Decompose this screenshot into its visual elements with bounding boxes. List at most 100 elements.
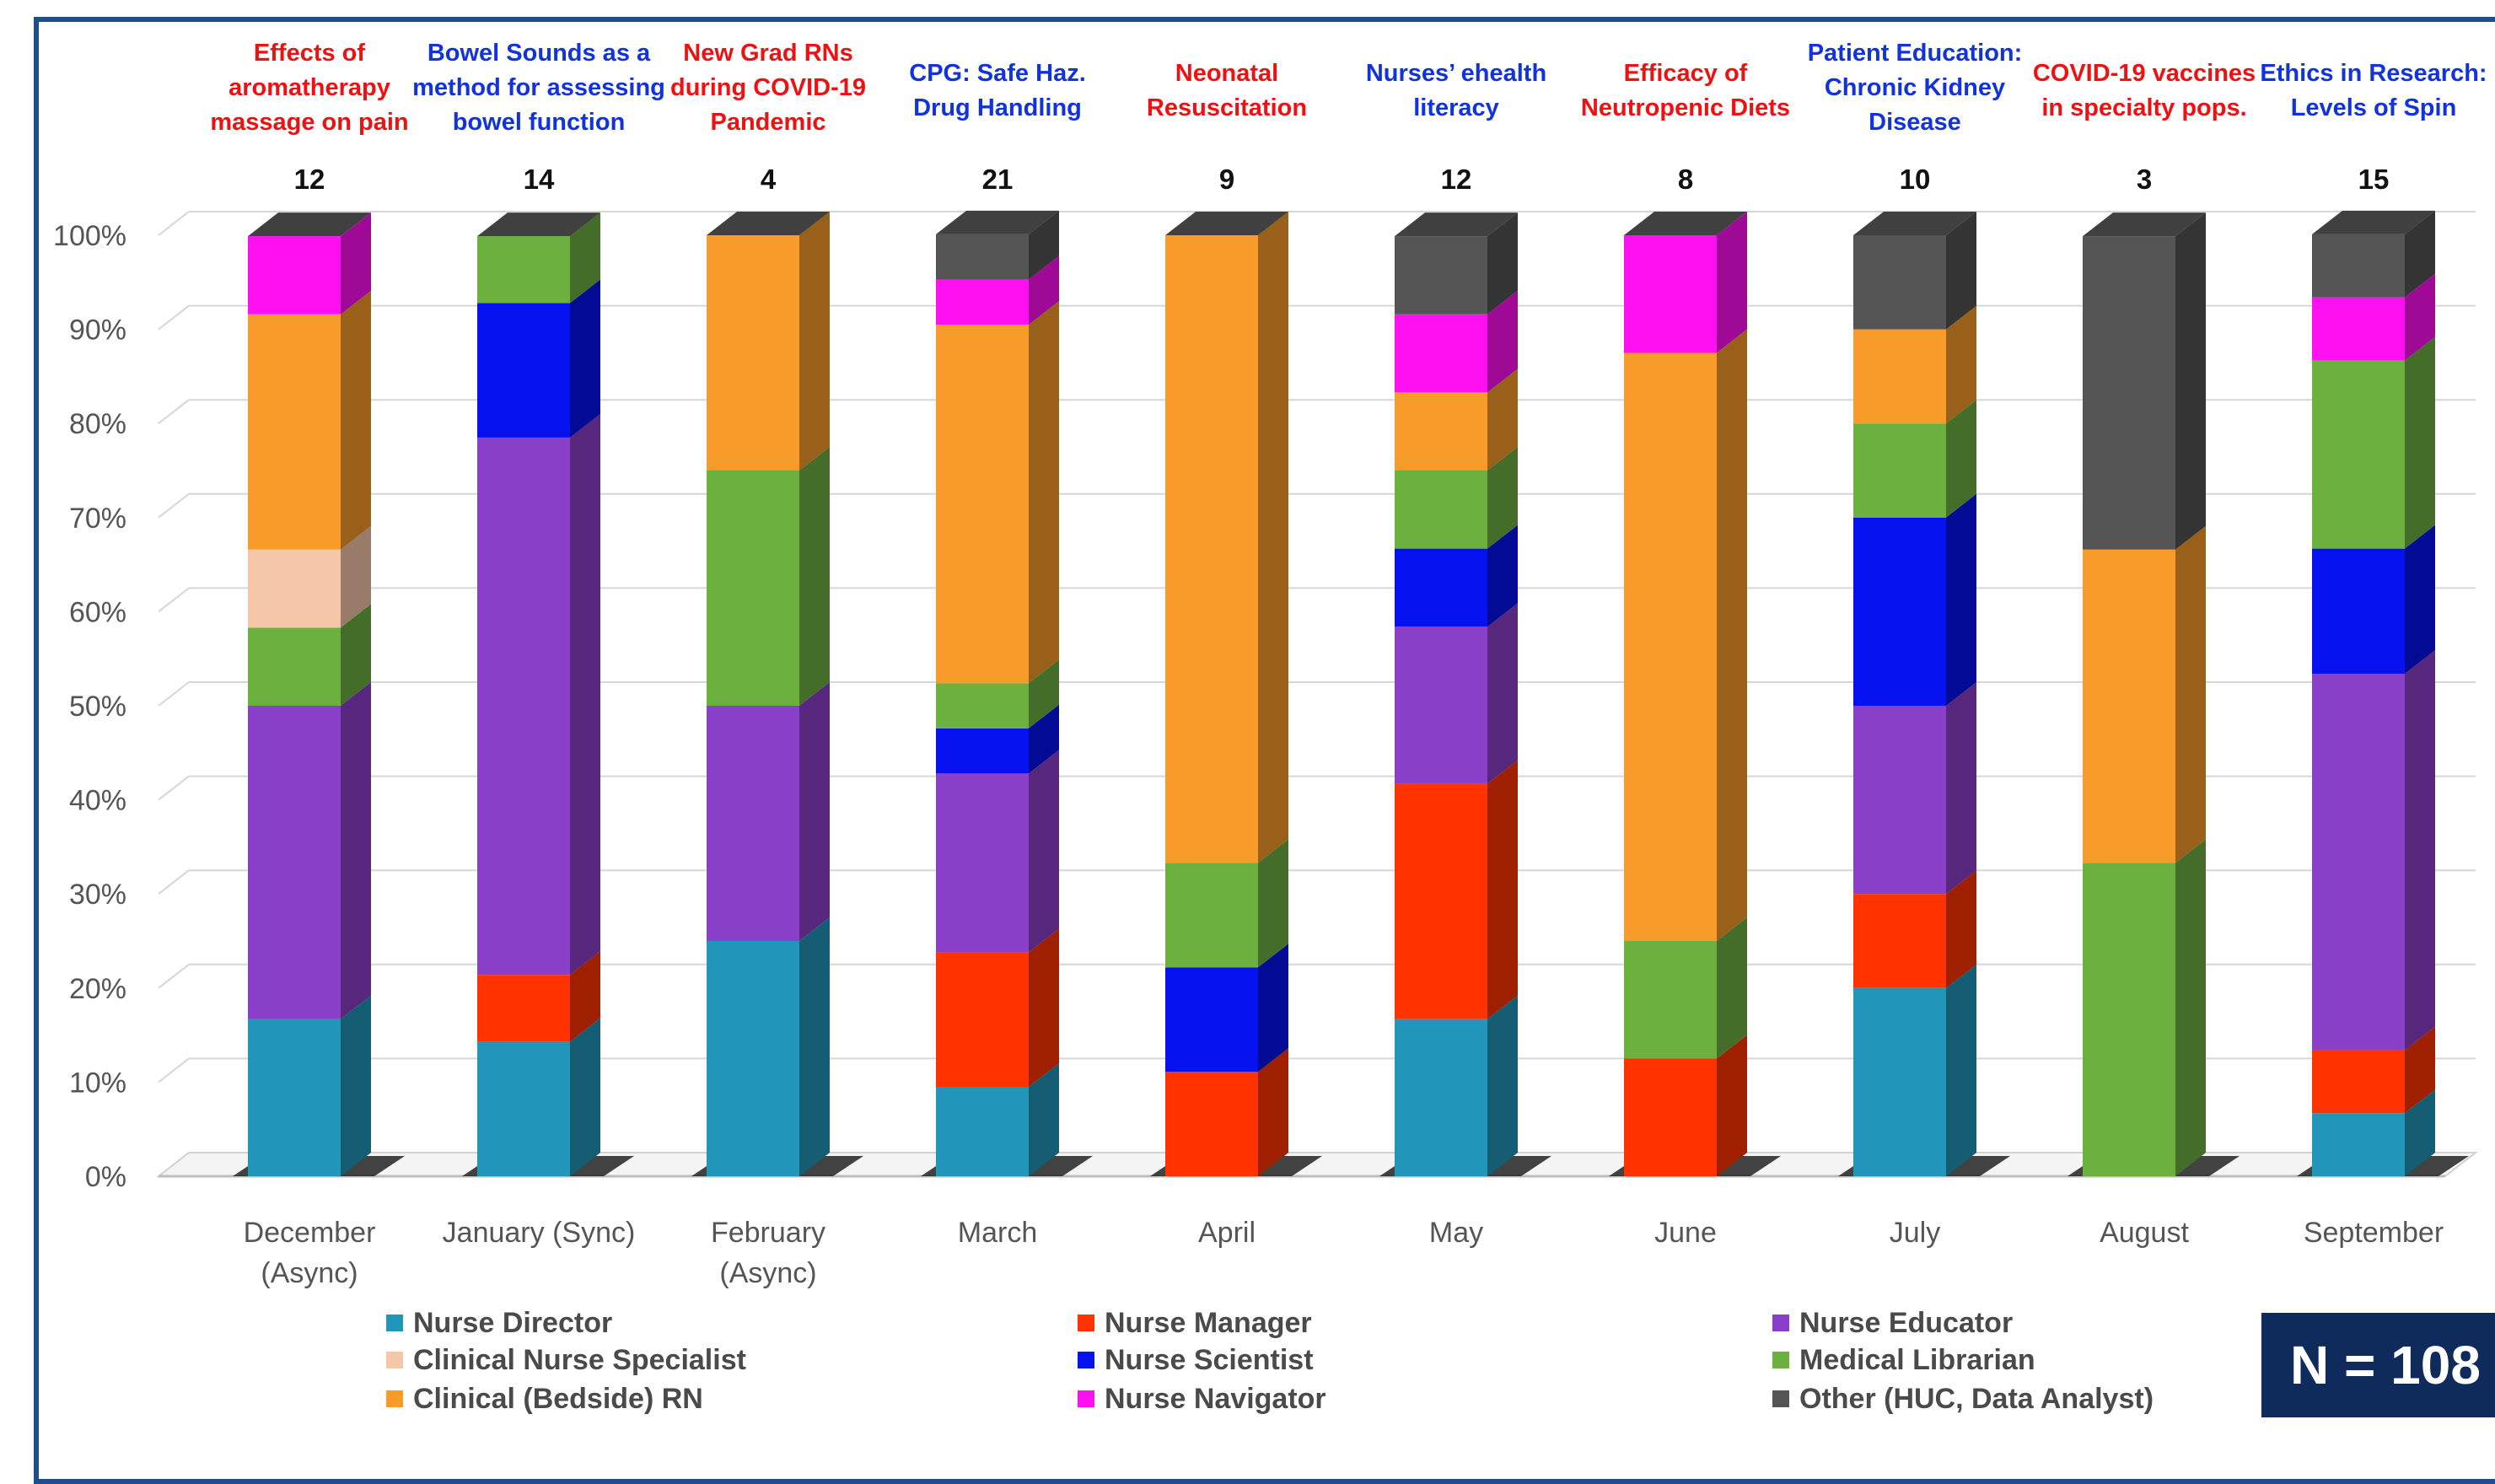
gridline-depth (158, 493, 190, 519)
topic-title-line: Resuscitation (1147, 94, 1307, 121)
legend-item: Clinical Nurse Specialist (386, 1344, 746, 1376)
bar-segment-front (1165, 863, 1258, 968)
bar-segment (1853, 400, 1976, 518)
bar-segment (477, 279, 600, 438)
sample-size-box: N = 108 (2261, 1313, 2495, 1417)
legend-swatch (386, 1390, 403, 1407)
bar-segment (1853, 212, 1976, 330)
bar-segment (1624, 1035, 1747, 1176)
bar-segment (248, 212, 371, 315)
bar-segment-side (1258, 212, 1288, 863)
bar-segment-front (2312, 548, 2405, 675)
bar-segment (936, 928, 1059, 1087)
topic-title-line: Efficacy of (1624, 60, 1748, 87)
bar-segment (1853, 493, 1976, 706)
bar-segment-side (1487, 212, 1518, 315)
bar-total-label: 3 (2137, 164, 2152, 195)
bar-segment-front (936, 683, 1029, 729)
y-axis-ticks: 0% 10% 20% 30% 40% 50% 60% 70% 80% 90% 100% (53, 220, 126, 1193)
legend-label: Clinical (Bedside) RN (413, 1383, 703, 1415)
y-tick-label: 90% (69, 315, 126, 347)
bar-segment (936, 301, 1059, 684)
bar-segment-front (1395, 1019, 1487, 1176)
bar-segment (1395, 212, 1518, 315)
bar-segment-front (477, 236, 570, 304)
bar-segment (2312, 336, 2435, 549)
bar-segment-front (248, 627, 341, 706)
bars (248, 210, 2435, 1176)
bar-segment (936, 210, 1059, 280)
x-category-label: (Async) (719, 1257, 816, 1289)
bar-segment-side (1029, 210, 1059, 280)
x-category-label: January (Sync) (443, 1217, 636, 1249)
bar-segment-front (1624, 941, 1717, 1059)
bar-segment-side (341, 682, 371, 1019)
bar-segment-front (1624, 1058, 1717, 1176)
topic-title-line: Patient Education: (1808, 40, 2023, 67)
legend-swatch (1772, 1390, 1789, 1407)
bar-top-cap (1624, 212, 1747, 235)
bar-segment (2312, 273, 2435, 361)
topic-title-line: Neutropenic Diets (1581, 94, 1790, 121)
bar-segment-front (1395, 314, 1487, 393)
bar-segment-front (2312, 360, 2405, 549)
x-category-label: February (711, 1217, 825, 1249)
bar-segment-side (799, 682, 830, 941)
topic-title-line: New Grad RNs (683, 40, 852, 67)
topic-title-line: massage on pain (210, 109, 408, 136)
x-category-label: July (1890, 1217, 1940, 1249)
bar-segment-front (1853, 894, 1946, 988)
legend-swatch (386, 1352, 403, 1368)
legend-swatch (1772, 1352, 1789, 1368)
bar-segment-side (799, 212, 830, 470)
bar-segment (936, 750, 1059, 953)
bar-segment-front (1395, 236, 1487, 315)
topic-title-line: Neonatal (1175, 60, 1278, 87)
bar-segment-side (570, 413, 600, 976)
bar-segment (1853, 964, 1976, 1176)
x-category-label: May (1429, 1217, 1483, 1249)
bar-segment-front (248, 314, 341, 550)
bar-segment-side (341, 995, 371, 1176)
bar-segment-side (1717, 212, 1747, 353)
bar-segment-side (1258, 839, 1288, 968)
bar-segment-side (341, 525, 371, 628)
topic-title-line: bowel function (453, 109, 626, 136)
bar-segment (1624, 917, 1747, 1059)
bar-segment (1395, 368, 1518, 470)
bar-total-label: 12 (294, 164, 325, 195)
bar-segment-front (936, 279, 1029, 325)
bar-segment-front (707, 470, 799, 706)
bar-segment (1395, 760, 1518, 1019)
bar-segment (707, 447, 830, 706)
bar-segment-side (1487, 995, 1518, 1176)
gridline-depth (158, 1057, 190, 1083)
bar-segment-side (1029, 704, 1059, 774)
bar-segment-side (570, 279, 600, 438)
bar-segment-front (936, 1086, 1029, 1176)
bar-segment-side (1487, 368, 1518, 470)
legend-item: Nurse Scientist (1078, 1344, 1314, 1376)
bar-segment (248, 290, 371, 550)
bar-segment (707, 212, 830, 470)
bar-segment (707, 682, 830, 941)
topic-title-line: Chronic Kidney (1825, 74, 2005, 101)
bar-segment-side (341, 604, 371, 706)
bar-segment (1165, 839, 1288, 968)
bar-segment-side (1029, 1062, 1059, 1176)
bar-top-cap (936, 210, 1059, 234)
bar-segment (2083, 525, 2206, 863)
bar-segment-side (1487, 760, 1518, 1019)
y-tick-label: 50% (69, 691, 126, 723)
bar-segment-front (1853, 423, 1946, 518)
bar-segment-side (2405, 650, 2435, 1051)
legend-label: Other (HUC, Data Analyst) (1799, 1383, 2154, 1415)
bar-top-cap (707, 212, 830, 235)
bar-total-label: 12 (1441, 164, 1472, 195)
y-tick-label: 70% (69, 503, 126, 535)
gridline-depth (158, 775, 190, 801)
bar-segment-side (2405, 210, 2435, 298)
bar-segment (248, 995, 371, 1176)
bar-top-cap (1853, 212, 1976, 235)
x-category-label: June (1654, 1217, 1717, 1249)
